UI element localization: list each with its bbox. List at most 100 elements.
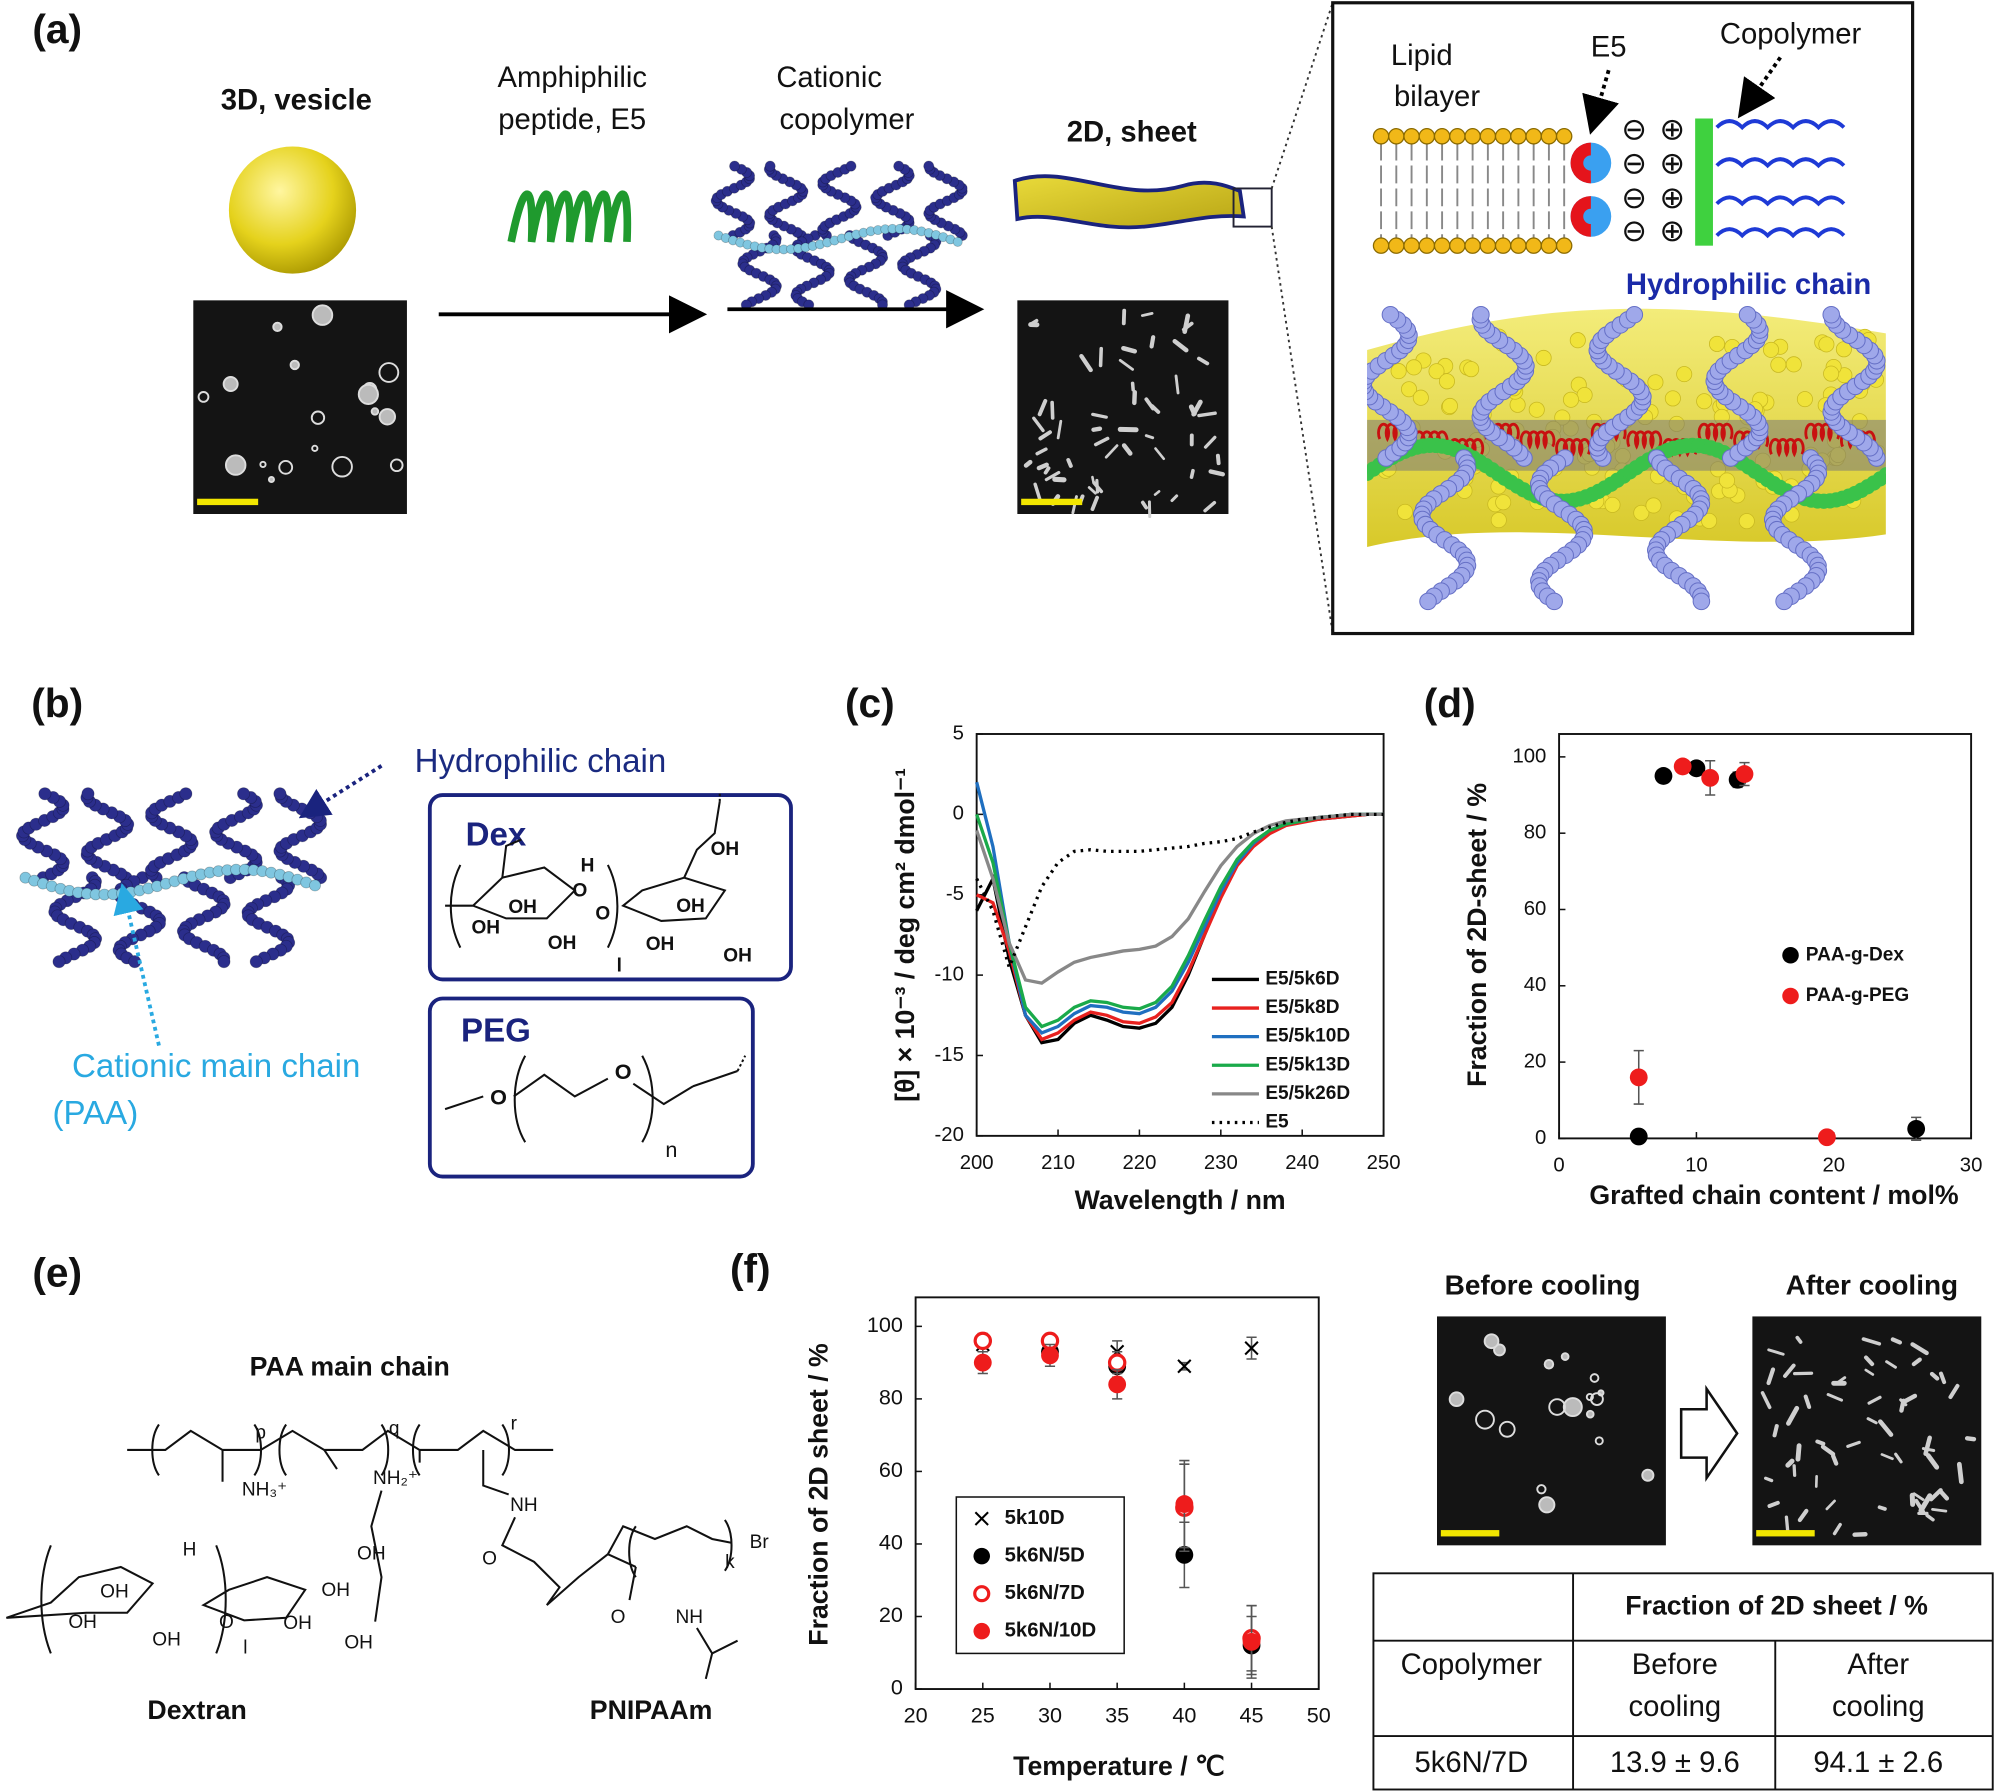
sheet-fragment xyxy=(1786,1405,1800,1426)
legend-swatch xyxy=(973,1585,991,1603)
legend-label: E5/5k26D xyxy=(1265,1083,1350,1104)
lipid-label: bilayer xyxy=(1394,81,1480,113)
y-tick-label: 60 xyxy=(879,1457,903,1482)
scale-bar xyxy=(1440,1530,1500,1537)
marker xyxy=(1629,1068,1648,1087)
atom-label: OH xyxy=(471,918,500,939)
sheet-fragment xyxy=(1903,1393,1918,1404)
sheet-fragment xyxy=(1831,1453,1839,1466)
lipid-head xyxy=(1555,237,1573,254)
sheet-fragment xyxy=(1140,500,1149,510)
sheet-fragment xyxy=(1098,346,1103,368)
side-link xyxy=(221,1449,510,1496)
side-chain-bead xyxy=(923,160,935,172)
vesicle-spot xyxy=(1475,1409,1495,1430)
render-helix xyxy=(1768,438,1805,458)
sheet-fragment xyxy=(1050,400,1055,420)
render-bead xyxy=(1676,366,1693,383)
atom-label: OH xyxy=(344,1632,373,1653)
sheet-fragment xyxy=(1087,486,1097,495)
marker xyxy=(1701,768,1720,787)
lipid-head xyxy=(1418,128,1436,145)
legend-label: PAA-g-PEG xyxy=(1806,985,1909,1006)
render-bead xyxy=(1401,381,1418,398)
atom-label: p xyxy=(255,1422,266,1443)
sheet-fragment xyxy=(1144,397,1155,411)
lipid-head xyxy=(1555,128,1573,145)
side-chain-bead xyxy=(845,160,857,172)
structure-title: PAA main chain xyxy=(250,1352,450,1382)
vesicle-spot xyxy=(1538,1496,1556,1514)
render-bead xyxy=(1785,356,1802,373)
lipid-head xyxy=(1494,237,1512,254)
table-cell: 5k6N/7D xyxy=(1414,1747,1528,1779)
sheet-fragment xyxy=(1033,482,1042,503)
zoom-line xyxy=(1270,2,1334,189)
sheet-fragment xyxy=(1191,399,1203,417)
inset-copolymer-label: Copolymer xyxy=(1720,19,1862,51)
sheet-fragment xyxy=(1910,1342,1929,1356)
sheet-fragment xyxy=(1203,500,1217,513)
atom-label: OH xyxy=(711,839,740,860)
sheet-fragment xyxy=(1140,312,1154,317)
sheet-fragment xyxy=(1929,1488,1943,1502)
vesicle-spot xyxy=(311,444,319,452)
vesicle-spot xyxy=(272,321,283,333)
atom-label: O xyxy=(572,881,587,902)
side-link xyxy=(370,1490,383,1622)
sheet-fragment xyxy=(1215,453,1221,466)
table-header: cooling xyxy=(1832,1691,1925,1723)
sheet-fragment xyxy=(1911,1357,1922,1367)
atom-label: OH xyxy=(723,946,752,967)
x-tick-label: 10 xyxy=(1685,1155,1708,1177)
hydrophilic-label: Hydrophilic chain xyxy=(1626,269,1871,301)
lipid-head xyxy=(1403,237,1420,254)
sheet-fragment xyxy=(1091,412,1108,419)
render-bead xyxy=(1763,341,1780,358)
table-header: After xyxy=(1847,1649,1909,1681)
lipid-label: Lipid xyxy=(1391,40,1453,72)
render-bead xyxy=(1569,332,1586,349)
sheet-fragment xyxy=(1964,1436,1977,1442)
y-axis-title: [θ] × 10⁻³ / deg cm² dmol⁻¹ xyxy=(890,768,920,1102)
plot-frame xyxy=(975,733,1385,1137)
scale-bar xyxy=(197,498,259,506)
copolymer-label: Cationic xyxy=(776,62,882,94)
render-helix xyxy=(1697,422,1734,443)
vesicle-spot xyxy=(1543,1359,1555,1370)
vesicle-spot xyxy=(289,359,300,371)
pnipaam xyxy=(500,1516,732,1606)
x-tick-label: 240 xyxy=(1285,1152,1319,1174)
micrograph xyxy=(1752,1316,1982,1546)
sheet-fragment xyxy=(1864,1368,1875,1376)
atom-label: OH xyxy=(646,934,675,955)
vesicle-spot xyxy=(1483,1333,1500,1350)
lipid-head xyxy=(1388,237,1405,254)
hydrophilic-wave xyxy=(1715,119,1846,131)
x-tick-label: 30 xyxy=(1960,1155,1983,1177)
legend-label: 5k6N/5D xyxy=(1005,1545,1085,1567)
sheet-fragment xyxy=(1912,1492,1925,1501)
sheet-fragment xyxy=(1931,1507,1948,1513)
sheet-fragment xyxy=(1772,1424,1779,1438)
atom-label: O xyxy=(595,904,610,925)
sheet-fragment xyxy=(1938,1489,1950,1501)
table-header: cooling xyxy=(1628,1691,1721,1723)
render-bead xyxy=(1441,397,1458,414)
panel-label: (b) xyxy=(31,680,83,726)
sheet-fragment xyxy=(1172,338,1189,353)
lipid-head xyxy=(1510,128,1527,145)
e5-label: E5 xyxy=(1591,31,1627,63)
table-frame xyxy=(1372,1572,1994,1791)
render-bead xyxy=(1576,387,1593,404)
structure-box xyxy=(427,996,755,1179)
dex-ring xyxy=(621,801,727,922)
lipid-head xyxy=(1449,237,1466,254)
atom-label: OH xyxy=(321,1580,350,1601)
peptide-section xyxy=(1570,142,1591,184)
legend-label: E5/5k10D xyxy=(1265,1026,1350,1047)
atom-label: k xyxy=(725,1552,735,1573)
legend-swatch xyxy=(973,1622,991,1640)
marker xyxy=(973,1331,993,1351)
